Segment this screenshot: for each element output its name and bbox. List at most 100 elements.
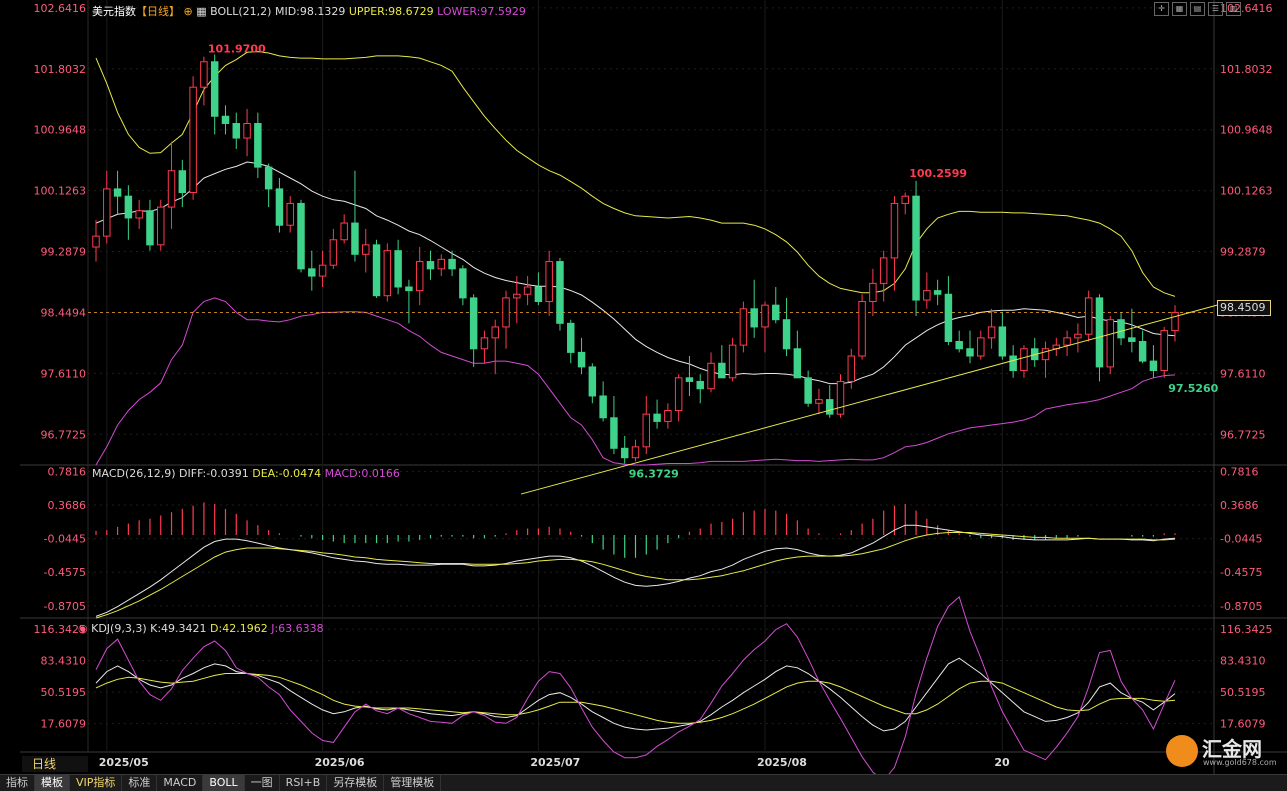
candle-body <box>879 257 888 284</box>
candle-body <box>178 170 187 194</box>
candle-body <box>491 326 499 339</box>
candle-body <box>739 308 748 346</box>
window-controls: ✛ ▦ ▤ ☰ ▥ <box>1154 2 1241 16</box>
candle-body <box>1020 348 1028 372</box>
candle-body <box>890 202 899 259</box>
grid-icon[interactable]: ▦ <box>1172 2 1187 16</box>
candle-body <box>1149 360 1158 372</box>
logo-mark <box>1166 735 1198 767</box>
candle-body <box>815 399 823 404</box>
candle-body <box>146 210 154 246</box>
y-tick-right: 83.4310 <box>1220 655 1266 668</box>
y-tick-right: 101.8032 <box>1220 63 1273 76</box>
candle-body <box>1138 340 1147 362</box>
price-annotation: 97.5260 <box>1168 382 1218 395</box>
list-icon[interactable]: ☰ <box>1208 2 1223 16</box>
candle-body <box>728 344 737 379</box>
candle-body <box>286 202 294 226</box>
macd-dea: DEA:-0.0474 <box>252 467 322 480</box>
y-tick-right: -0.8705 <box>1220 600 1262 613</box>
toolbar-item-7[interactable]: RSI+B <box>280 775 328 791</box>
candle-body <box>1117 319 1125 339</box>
kdj-toggle-icon[interactable]: ◉ <box>78 622 88 635</box>
toolbar-item-9[interactable]: 管理模板 <box>384 775 442 791</box>
candle-body <box>329 239 338 266</box>
y-tick-right: 99.2879 <box>1220 246 1266 259</box>
candle-body <box>394 250 402 288</box>
toolbar-item-4[interactable]: MACD <box>157 775 204 791</box>
candle-body <box>944 293 953 342</box>
toolbar-item-6[interactable]: 一图 <box>245 775 280 791</box>
boll-upper-line <box>95 51 1176 297</box>
candle-body <box>1128 337 1136 342</box>
symbol-name: 美元指数 <box>92 5 136 18</box>
toolbar-item-8[interactable]: 另存模板 <box>327 775 385 791</box>
toolbar-item-1[interactable]: 模板 <box>35 775 70 791</box>
candle-body <box>696 380 704 390</box>
candle-body <box>1106 319 1114 368</box>
candle-body <box>157 206 165 246</box>
candle-body <box>685 377 694 382</box>
candle-body <box>869 282 877 303</box>
chart-icon[interactable]: ▥ <box>1226 2 1241 16</box>
y-tick-right: -0.0445 <box>1220 533 1262 546</box>
candle-body <box>469 297 478 350</box>
candle-body <box>383 250 392 297</box>
zoom-icon[interactable]: ⊕ <box>183 5 193 18</box>
candle-body <box>977 337 985 357</box>
candle-body <box>912 195 920 301</box>
grid-alt-icon[interactable]: ▤ <box>1190 2 1205 16</box>
candle-body <box>124 195 133 219</box>
candle-body <box>955 340 963 350</box>
period-button[interactable]: 日线 <box>22 756 88 772</box>
kdj-header: ◉ KDJ(9,3,3) K:49.3421 D:42.1962 J:63.63… <box>78 622 324 635</box>
boll-upper: UPPER:98.6729 <box>348 5 434 18</box>
candle-body <box>1041 348 1050 361</box>
crosshair-icon[interactable]: ✛ <box>1154 2 1169 16</box>
candle-body <box>243 123 251 139</box>
candle-body <box>1095 297 1104 368</box>
candle-body <box>707 362 715 390</box>
candle-body <box>588 366 597 397</box>
toolbar-item-3[interactable]: 标准 <box>122 775 158 791</box>
logo-name: 汇金网 <box>1202 737 1262 761</box>
y-tick-right: 116.3425 <box>1220 623 1273 636</box>
candle-body <box>189 86 197 194</box>
candle-body <box>782 319 791 350</box>
candle-body <box>167 170 176 208</box>
candle-body <box>577 351 586 368</box>
main-header: 美元指数【日线】 ⊕ ▦ BOLL(21,2) MID:98.1329 UPPE… <box>92 3 526 19</box>
candle-body <box>405 286 413 292</box>
candle-body <box>534 286 543 303</box>
bottom-toolbar: 指标 模板 VIP指标 标准 MACD BOLL 一图 RSI+B 另存模板 管理模板 <box>0 774 1287 791</box>
logo: 汇金网 www.gold678.com <box>1166 733 1284 769</box>
candle-body <box>448 258 456 270</box>
x-tick-label: 2025/06 <box>315 756 365 769</box>
x-tick-label: 20 <box>994 756 1010 769</box>
boll-mid-line <box>95 161 1176 385</box>
y-tick-left: 97.6110 <box>41 367 87 380</box>
y-tick-left: 83.4310 <box>41 655 87 668</box>
candle-body <box>987 326 996 339</box>
toolbar-item-0[interactable]: 指标 <box>0 775 35 791</box>
y-tick-left: -0.8705 <box>44 600 86 613</box>
y-tick-left: 98.4494 <box>41 306 87 319</box>
candle-body <box>1063 337 1071 346</box>
kdj-k: K:49.3421 <box>150 622 207 635</box>
toolbar-item-5[interactable]: BOLL <box>203 775 245 791</box>
kdj-d: D:42.1962 <box>210 622 268 635</box>
kdj-j: J:63.6338 <box>271 622 324 635</box>
candle-body <box>362 244 370 255</box>
y-tick-right: 97.6110 <box>1220 367 1266 380</box>
boll-label: BOLL(21,2) <box>210 5 272 18</box>
y-tick-left: 116.3425 <box>34 623 87 636</box>
candle-body <box>480 337 489 350</box>
candle-body <box>372 244 381 297</box>
candle-body <box>351 222 359 255</box>
candle-body <box>523 286 532 295</box>
candle-body <box>437 258 446 270</box>
boll-lower-line <box>95 297 1176 466</box>
y-tick-right: 100.9648 <box>1220 124 1273 137</box>
toolbar-item-2[interactable]: VIP指标 <box>70 775 123 791</box>
